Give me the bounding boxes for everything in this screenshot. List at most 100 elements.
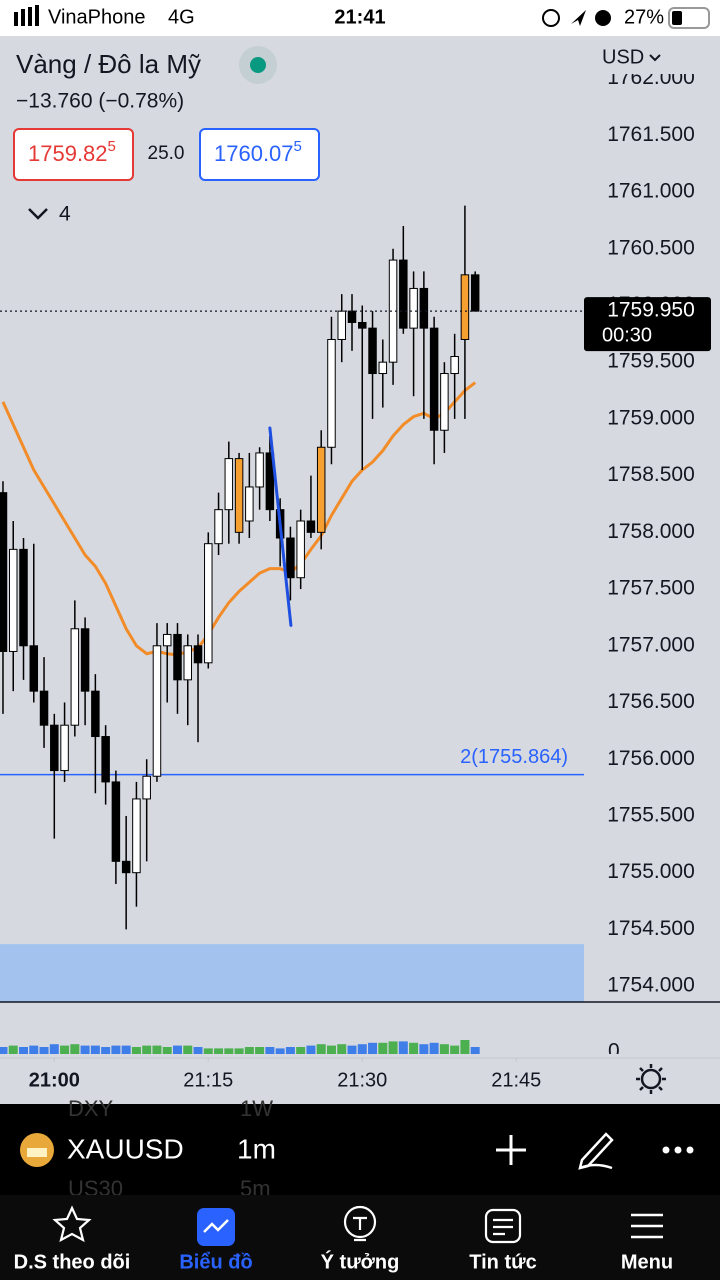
volume-bar: [152, 1045, 162, 1054]
y-tick-label: 1758.500: [607, 463, 695, 486]
battery-icon: [668, 7, 710, 29]
tab-label[interactable]: Tin tức: [469, 1251, 536, 1273]
currency[interactable]: USD: [602, 46, 644, 68]
volume-bar: [265, 1047, 275, 1054]
settings-icon[interactable]: [636, 1064, 666, 1094]
volume-bar: [439, 1044, 449, 1054]
gear-teeth: [636, 1064, 666, 1094]
y-tick-label: 1756.000: [607, 747, 695, 770]
tab-icon-glyph: [203, 1219, 229, 1233]
toolbar-interval[interactable]: 1m: [237, 1133, 276, 1164]
volume-bar: [450, 1045, 460, 1054]
indicators-count: 4: [59, 203, 71, 226]
volume-bar: [255, 1047, 265, 1054]
volume-bar: [214, 1048, 224, 1054]
candle-body: [306, 520, 316, 533]
candle-body: [337, 310, 346, 340]
candle-body: [0, 492, 8, 652]
x-tick-label: 21:15: [183, 1069, 233, 1091]
y-tick-label: 1758.000: [607, 520, 695, 543]
volume-bar: [60, 1045, 70, 1054]
candle-body: [399, 259, 408, 329]
volume-bar: [234, 1048, 244, 1054]
sell-button[interactable]: [13, 128, 134, 181]
x-tick-label: 21:30: [337, 1069, 387, 1091]
carrier: VinaPhone: [48, 6, 146, 28]
tab-label[interactable]: D.S theo dõi: [14, 1251, 131, 1273]
candle-body: [265, 452, 275, 511]
volume-bar: [337, 1044, 347, 1054]
spread: 25.0: [148, 143, 185, 164]
volume-bar: [306, 1045, 316, 1054]
moving-average: [1, 381, 477, 657]
volume-bar: [429, 1042, 439, 1054]
volume-bar: [19, 1047, 29, 1054]
volume-bar: [162, 1047, 172, 1054]
gold-bars: [27, 1148, 47, 1157]
volume-bar: [378, 1042, 388, 1054]
volume-bar: [347, 1045, 357, 1054]
candle-body: [224, 458, 234, 511]
volume-bar: [388, 1041, 398, 1054]
volume-bar: [357, 1044, 367, 1054]
volume-bar: [70, 1044, 80, 1054]
draw-button[interactable]: [578, 1132, 614, 1170]
candle-body: [450, 356, 459, 375]
candle-body: [460, 274, 470, 340]
currency-caret: [649, 54, 661, 62]
ghost-interval: 1W: [240, 1096, 273, 1121]
battery-level: [672, 11, 682, 25]
candle-body: [214, 509, 223, 545]
buy-button[interactable]: [199, 128, 320, 181]
candle-body: [193, 645, 203, 664]
last-price-label: 1759.950: [607, 299, 695, 322]
toolbar-symbol[interactable]: XAUUSD: [67, 1133, 184, 1164]
volume-bar: [419, 1044, 429, 1054]
candle-body: [70, 628, 80, 726]
volume-bar: [80, 1045, 90, 1054]
volume-bar: [460, 1040, 470, 1054]
candle-body: [80, 628, 90, 692]
tab-label[interactable]: Ý tưởng: [321, 1249, 400, 1273]
volume-bar: [49, 1044, 59, 1054]
ask-price: 1760.075: [214, 138, 302, 166]
volume-tick-label: 0: [608, 1040, 620, 1063]
candle-body: [368, 327, 377, 375]
y-tick-label: 1757.500: [607, 577, 695, 600]
candle-body: [132, 798, 141, 874]
tab-icon[interactable]: [484, 1208, 522, 1244]
y-tick-label: 1754.000: [607, 974, 695, 997]
volume-bar: [39, 1047, 49, 1054]
volume-bar: [121, 1045, 131, 1054]
volume-bar: [142, 1045, 152, 1054]
more-button[interactable]: [662, 1146, 694, 1154]
indicators-caret[interactable]: [28, 208, 48, 220]
gear: [640, 1068, 662, 1090]
x-tick-label: 21:45: [491, 1069, 541, 1091]
signal-icon: [28, 7, 32, 26]
volume-bar: [470, 1047, 480, 1054]
tab-icon[interactable]: [52, 1205, 92, 1243]
signal-icon: [14, 12, 18, 26]
volume-bar: [131, 1047, 141, 1054]
y-tick-label: 1757.000: [607, 633, 695, 656]
tab-icon[interactable]: [343, 1205, 377, 1239]
volume-bar: [296, 1047, 306, 1054]
volume-bar: [285, 1047, 295, 1054]
tab-label[interactable]: Menu: [621, 1251, 673, 1273]
bid-sup: 5: [108, 138, 116, 155]
add-button[interactable]: [496, 1135, 526, 1165]
candle-body: [39, 690, 49, 726]
tab-icon-glyph: [493, 1218, 513, 1236]
ghost-symbol: DXY: [68, 1096, 114, 1121]
candle-body: [29, 645, 39, 692]
ask-sup: 5: [294, 138, 302, 155]
last-price-box: [584, 297, 711, 352]
volume-bar: [244, 1047, 254, 1054]
tab-icon[interactable]: [631, 1213, 663, 1239]
tab-label[interactable]: Biểu đồ: [179, 1251, 252, 1273]
volume-bar: [29, 1045, 39, 1054]
y-tick-label: 1754.500: [607, 917, 695, 940]
candle-body: [101, 736, 110, 783]
